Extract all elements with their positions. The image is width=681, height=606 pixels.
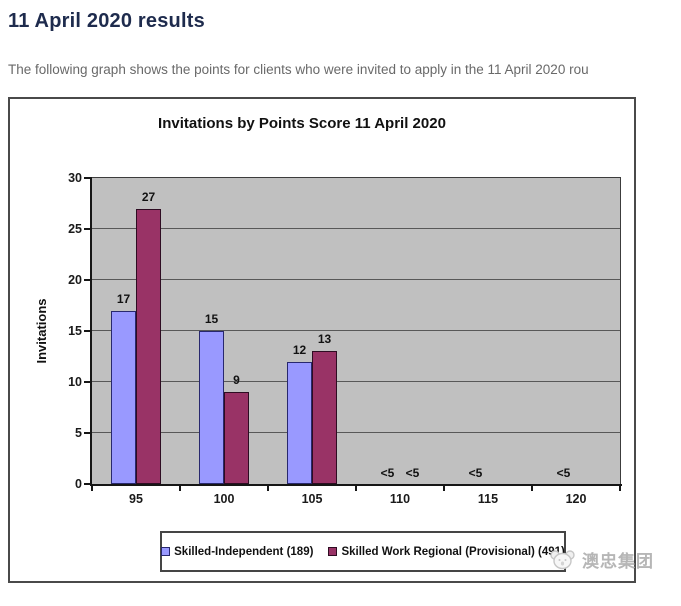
page-subtitle: The following graph shows the points for… (8, 62, 589, 77)
chart-title: Invitations by Points Score 11 April 202… (158, 115, 446, 132)
bar-100-s1 (224, 392, 249, 484)
y-tick (84, 432, 90, 434)
y-tick-label: 5 (75, 426, 82, 440)
x-tick (91, 486, 93, 491)
plot-border-top (91, 177, 621, 178)
x-tick-label: 120 (565, 492, 587, 506)
x-tick (355, 486, 357, 491)
x-tick-label: 100 (213, 492, 235, 506)
y-tick (84, 483, 90, 485)
x-tick-label: 95 (129, 492, 143, 506)
chart-legend: Skilled-Independent (189) Skilled Work Re… (160, 531, 566, 572)
plot-area (92, 178, 620, 484)
x-axis-line (90, 484, 622, 486)
suppressed-value-label: <5 (468, 466, 483, 480)
y-tick (84, 279, 90, 281)
y-tick (84, 177, 90, 179)
x-tick (179, 486, 181, 491)
legend-entry: Skilled-Independent (189) (161, 546, 313, 558)
legend-label: Skilled Work Regional (Provisional) (491… (341, 545, 565, 558)
gridline-15 (92, 330, 620, 331)
y-tick (84, 228, 90, 230)
legend-entry: Skilled Work Regional (Provisional) (491… (328, 545, 565, 558)
y-tick-label: 15 (68, 324, 82, 338)
bar-105-s1 (312, 351, 337, 484)
bar-105-s0 (287, 361, 312, 484)
x-tick-label: 115 (477, 492, 499, 506)
gridline-5 (92, 432, 620, 433)
y-tick-label: 0 (75, 477, 82, 491)
bar-100-s0 (199, 331, 224, 484)
bar-95-s1 (136, 208, 161, 484)
bar-value-label: 13 (317, 332, 332, 347)
watermark: 澳忠集团 (549, 546, 654, 573)
legend-swatch-icon (328, 547, 338, 556)
legend-label: Skilled-Independent (189) (174, 545, 314, 558)
page-title: 11 April 2020 results (8, 10, 205, 32)
bar-value-label: 27 (141, 189, 156, 204)
bar-95-s0 (111, 310, 136, 484)
chart-canvas: Invitations by Points Score 11 April 202… (10, 99, 634, 581)
x-tick-label: 110 (389, 492, 411, 506)
gridline-10 (92, 381, 620, 382)
suppressed-value-label: <5 (405, 466, 420, 480)
suppressed-value-label: <5 (380, 466, 395, 480)
legend-swatch-icon (161, 547, 171, 556)
x-tick (267, 486, 269, 491)
gridline-20 (92, 279, 620, 280)
bar-value-label: 17 (116, 291, 131, 306)
y-tick-label: 10 (68, 375, 82, 389)
y-tick (84, 381, 90, 383)
bar-value-label: 9 (233, 373, 240, 388)
y-tick-label: 30 (68, 171, 82, 185)
watermark-label: 澳忠集团 (582, 552, 654, 571)
suppressed-value-label: <5 (556, 466, 571, 480)
y-axis-line (90, 177, 92, 486)
koala-logo-icon (550, 550, 575, 570)
x-tick (443, 486, 445, 491)
x-tick (619, 486, 621, 491)
y-tick (84, 330, 90, 332)
bar-value-label: 15 (204, 312, 219, 326)
y-tick-label: 20 (68, 273, 82, 287)
x-tick-label: 105 (301, 492, 323, 506)
y-tick-label: 25 (68, 222, 82, 236)
x-tick (531, 486, 533, 491)
gridline-25 (92, 228, 620, 229)
plot-border-right (620, 178, 621, 484)
bar-value-label: 12 (292, 342, 307, 357)
chart-panel: Invitations by Points Score 11 April 202… (8, 97, 636, 583)
